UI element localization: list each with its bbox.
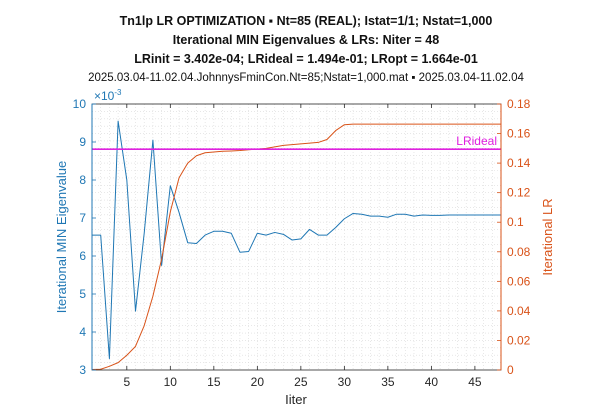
x-tick-label: 30 <box>338 375 352 389</box>
right-tick-label: 0.06 <box>507 274 531 288</box>
left-tick-label: 4 <box>79 325 86 339</box>
x-tick-label: 10 <box>164 375 178 389</box>
left-tick-label: 6 <box>79 249 86 263</box>
left-tick-label: 8 <box>79 173 86 187</box>
left-tick-label: 9 <box>79 135 86 149</box>
right-tick-label: 0.18 <box>507 97 531 111</box>
title-line-2: Iterational MIN Eigenvalues & LRs: Niter… <box>173 33 439 47</box>
left-tick-label: 10 <box>73 97 87 111</box>
right-tick-label: 0.16 <box>507 127 531 141</box>
x-axis-ticks: 5 10 15 20 25 30 35 40 45 <box>123 104 482 389</box>
left-axis-exponent: ×10-3 <box>94 88 122 103</box>
title-line-1: Tn1lp LR OPTIMIZATION ▪ Nt=85 (REAL); Is… <box>120 14 493 28</box>
right-tick-label: 0.12 <box>507 186 531 200</box>
x-tick-label: 35 <box>381 375 395 389</box>
min-eigenvalue-line <box>92 120 501 360</box>
x-tick-label: 40 <box>425 375 439 389</box>
right-tick-label: 0.1 <box>507 215 524 229</box>
x-tick-label: 25 <box>294 375 308 389</box>
left-tick-label: 7 <box>79 211 86 225</box>
learning-rate-line <box>91 123 501 370</box>
right-tick-label: 0 <box>507 363 514 377</box>
left-axis-ticks: 3 4 5 6 7 8 9 10 <box>73 97 96 377</box>
left-axis-label: Iterational MIN Eigenvalue <box>54 161 69 313</box>
left-tick-label: 3 <box>79 363 86 377</box>
x-tick-label: 20 <box>251 375 265 389</box>
x-tick-label: 45 <box>468 375 482 389</box>
right-tick-label: 0.08 <box>507 245 531 259</box>
right-tick-label: 0.02 <box>507 333 531 347</box>
right-axis-ticks: 0 0.02 0.04 0.06 0.08 0.1 0.12 0.14 0.16 0.18 <box>497 97 531 377</box>
right-tick-label: 0.14 <box>507 156 531 170</box>
left-tick-label: 5 <box>79 287 86 301</box>
title-line-3: LRinit = 3.402e-04; LRideal = 1.494e-01;… <box>134 52 478 66</box>
x-tick-label: 5 <box>123 375 130 389</box>
series-layer: LRideal <box>91 120 501 370</box>
title-line-4: 2025.03.04-11.02.04.JohnnysFminCon.Nt=85… <box>88 72 524 84</box>
minor-grid <box>92 104 501 370</box>
lrideal-label: LRideal <box>456 134 497 148</box>
x-tick-label: 15 <box>207 375 221 389</box>
x-axis-label: Iiter <box>285 392 307 407</box>
right-axis-label: Iterational LR <box>540 198 555 275</box>
right-tick-label: 0.04 <box>507 304 531 318</box>
